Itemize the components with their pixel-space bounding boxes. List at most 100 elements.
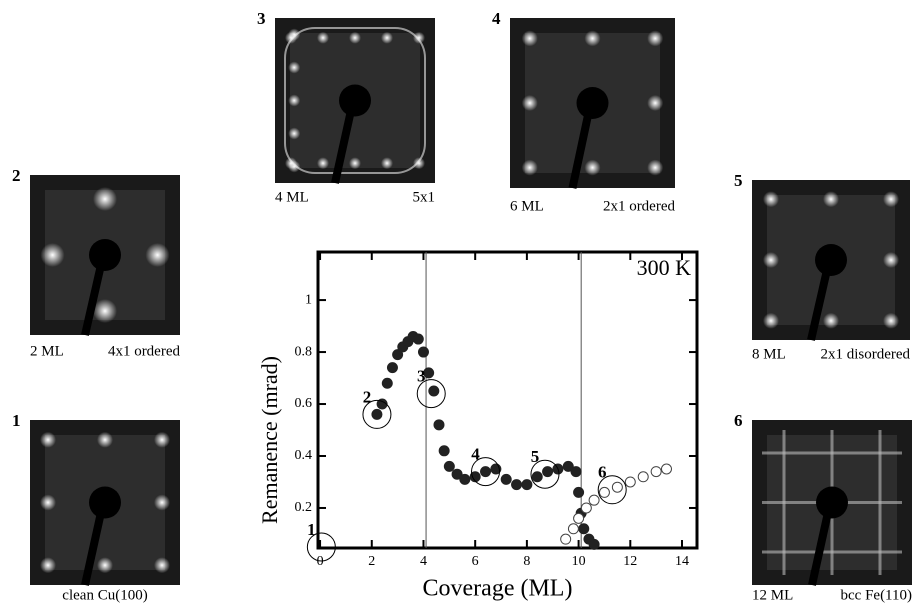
stage-marker xyxy=(530,459,560,489)
leed-spot xyxy=(288,61,301,74)
x-tick-label: 2 xyxy=(368,554,375,569)
leed-spot xyxy=(521,30,538,47)
stage-label: 6 xyxy=(598,463,607,482)
data-point xyxy=(624,476,636,488)
leed-gun xyxy=(576,87,609,119)
leed-holder xyxy=(807,269,831,341)
data-point xyxy=(469,471,481,483)
data-point xyxy=(580,502,592,514)
data-point xyxy=(438,445,450,457)
data-point xyxy=(511,479,523,491)
panel-caption: 6 ML xyxy=(510,198,544,214)
leed-spot xyxy=(97,557,113,574)
panel-caption: clean Cu(100) xyxy=(62,587,147,603)
leed-spot xyxy=(288,127,301,140)
stage-marker xyxy=(362,399,392,429)
x-tick-label: 6 xyxy=(472,554,479,569)
leed-spot xyxy=(883,191,900,208)
leed-spot xyxy=(883,312,900,329)
panel-caption: 2 ML xyxy=(30,343,64,359)
leed-spot xyxy=(762,312,779,329)
leed-gun xyxy=(816,486,848,519)
panel-caption: bcc Fe(110) xyxy=(841,587,913,603)
leed-spot xyxy=(823,312,839,329)
panel-caption: 4 ML xyxy=(275,189,309,205)
stage-marker xyxy=(306,532,336,562)
data-point xyxy=(573,486,585,498)
leed-spot xyxy=(762,252,779,268)
leed-spot xyxy=(40,557,56,574)
leed-spot xyxy=(762,191,779,208)
leed-spot xyxy=(93,187,117,211)
leed-holder xyxy=(81,264,105,336)
leed-spot xyxy=(823,191,839,208)
data-point xyxy=(412,333,424,345)
stage-marker xyxy=(416,379,446,409)
data-point xyxy=(381,377,393,389)
panel-caption: 5x1 xyxy=(413,189,436,205)
plot-frame xyxy=(316,250,699,550)
leed-spot xyxy=(154,494,170,511)
data-point xyxy=(376,398,388,410)
data-point xyxy=(542,466,554,478)
data-point xyxy=(500,473,512,485)
leed-spot xyxy=(413,31,425,44)
panel-caption: 4x1 ordered xyxy=(108,343,181,359)
data-point xyxy=(451,468,463,480)
x-tick-label: 0 xyxy=(317,554,324,569)
leed-spot xyxy=(584,30,601,47)
data-point xyxy=(386,362,398,374)
x-axis-label: Coverage (ML) xyxy=(423,576,573,602)
leed-spot xyxy=(93,299,117,323)
leed-spot xyxy=(317,31,329,44)
panel-caption: 8 ML xyxy=(752,346,786,362)
leed-spot xyxy=(413,157,425,170)
y-axis-label: Remanence (mrad) xyxy=(257,356,282,524)
y-tick-label: 0.6 xyxy=(295,396,313,411)
data-point xyxy=(570,466,582,478)
leed-spot xyxy=(288,28,301,41)
leed-gun xyxy=(89,239,121,271)
leed-gun xyxy=(89,486,121,519)
data-point xyxy=(588,494,600,506)
stage-marker xyxy=(597,475,627,505)
panel-number: 3 xyxy=(257,9,266,28)
panel-number: 4 xyxy=(492,9,501,28)
data-point xyxy=(588,538,600,550)
x-tick-label: 8 xyxy=(523,554,530,569)
leed-spot xyxy=(883,252,900,268)
panel-caption: 2x1 ordered xyxy=(603,198,676,214)
y-tick-label: 0.2 xyxy=(295,500,313,515)
leed-ring xyxy=(284,27,426,174)
data-point xyxy=(521,479,533,491)
data-point xyxy=(637,471,649,483)
leed-spot xyxy=(40,431,56,448)
data-point xyxy=(443,460,455,472)
data-point xyxy=(650,466,662,478)
leed-spot xyxy=(154,431,170,448)
data-point xyxy=(480,466,492,478)
x-tick-label: 4 xyxy=(420,554,427,569)
leed-spot xyxy=(154,557,170,574)
data-point xyxy=(567,523,579,535)
leed-spot xyxy=(40,243,65,267)
leed-spot xyxy=(584,159,601,176)
leed-spot xyxy=(647,159,664,176)
leed-spot xyxy=(97,431,113,448)
stage-label: 2 xyxy=(363,387,372,406)
y-tick-label: 0.8 xyxy=(295,344,313,359)
panel-number: 5 xyxy=(734,171,743,190)
leed-spot xyxy=(317,157,329,170)
leed-spot xyxy=(288,94,301,107)
leed-spot xyxy=(381,31,393,44)
panel-number: 1 xyxy=(12,411,21,430)
leed-spot xyxy=(521,159,538,176)
data-point xyxy=(611,481,623,493)
leed-gun xyxy=(339,84,371,117)
y-tick-label: 1 xyxy=(305,292,312,307)
data-point xyxy=(433,419,445,431)
leed-holder xyxy=(568,112,593,189)
stage-label: 1 xyxy=(307,520,316,539)
data-point xyxy=(423,367,435,379)
